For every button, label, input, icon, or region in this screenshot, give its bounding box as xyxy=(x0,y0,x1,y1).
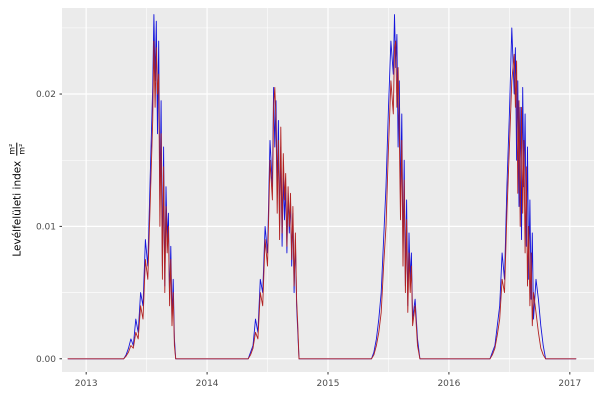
y-tick-label: 0.01 xyxy=(36,222,56,232)
series-red xyxy=(67,40,577,360)
x-tick-label: 2014 xyxy=(196,379,219,389)
x-tick-label: 2017 xyxy=(558,379,581,389)
axis-tick-marks xyxy=(59,93,571,375)
x-axis-tick-labels: 2013 2014 2015 2016 2017 xyxy=(75,379,582,389)
x-tick-label: 2013 xyxy=(75,379,98,389)
x-tick-label: 2015 xyxy=(317,379,340,389)
y-axis-tick-labels: 0.00 0.01 0.02 xyxy=(36,90,56,365)
y-tick-label: 0.00 xyxy=(36,355,56,365)
gridlines-major xyxy=(62,8,594,372)
x-tick-label: 2016 xyxy=(437,379,460,389)
y-tick-label: 0.02 xyxy=(36,90,56,100)
